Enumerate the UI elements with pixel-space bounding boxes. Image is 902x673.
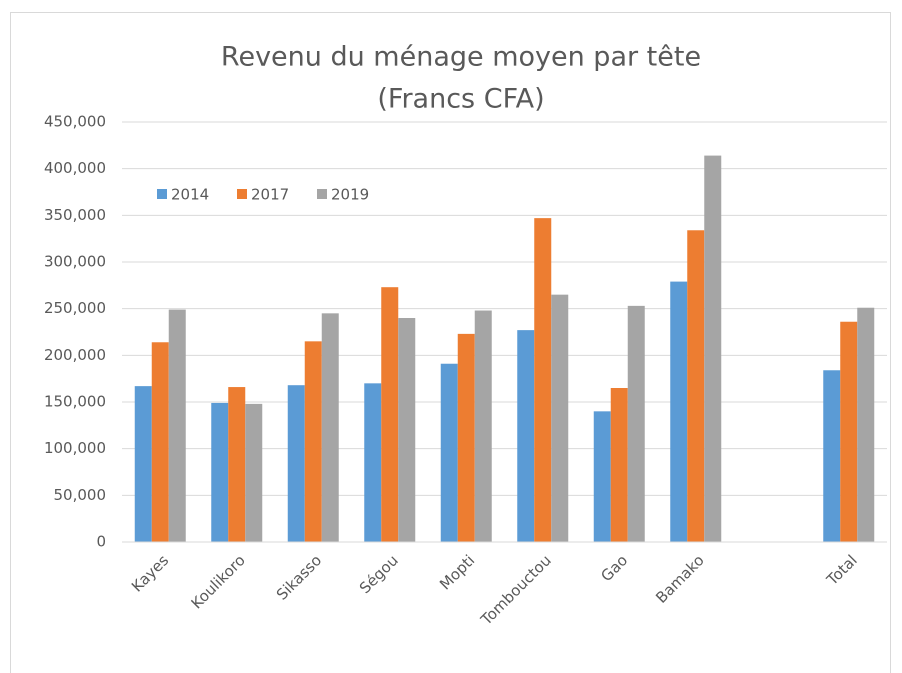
y-tick-label: 450,000 (44, 113, 106, 131)
legend-label: 2014 (171, 186, 209, 204)
bar (517, 330, 535, 542)
chart-subtitle: (Francs CFA) (377, 84, 544, 115)
bar (704, 155, 722, 542)
bar (168, 309, 186, 542)
y-tick-label: 0 (96, 533, 106, 551)
y-tick-label: 400,000 (44, 159, 106, 177)
bar (228, 387, 246, 542)
bar (321, 313, 339, 542)
bar (457, 333, 475, 542)
y-tick-label: 300,000 (44, 253, 106, 271)
bar (610, 388, 628, 542)
legend-swatch (157, 189, 167, 199)
bar (381, 287, 399, 542)
legend-swatch (237, 189, 247, 199)
y-tick-label: 100,000 (44, 439, 106, 457)
legend-label: 2019 (331, 186, 369, 204)
bar (593, 411, 611, 542)
y-tick-label: 200,000 (44, 346, 106, 364)
bar (823, 370, 841, 542)
legend-swatch (317, 189, 327, 199)
bar (840, 321, 858, 542)
bar (364, 383, 382, 542)
bar (474, 310, 492, 542)
bar (304, 341, 322, 542)
y-tick-label: 50,000 (54, 486, 107, 504)
bar (134, 386, 152, 542)
bar (440, 363, 458, 542)
y-tick-label: 350,000 (44, 206, 106, 224)
y-tick-label: 250,000 (44, 299, 106, 317)
bar (211, 402, 229, 542)
y-tick-label: 150,000 (44, 393, 106, 411)
bar (687, 230, 705, 542)
bar (670, 281, 688, 542)
bar (627, 305, 645, 542)
bar (151, 342, 169, 542)
bar (534, 218, 552, 542)
bar (245, 403, 263, 542)
bar (551, 294, 569, 542)
chart-title: Revenu du ménage moyen par tête (221, 42, 701, 73)
bar (398, 318, 416, 542)
bar (287, 385, 305, 542)
legend-label: 2017 (251, 186, 289, 204)
bar (857, 307, 875, 542)
